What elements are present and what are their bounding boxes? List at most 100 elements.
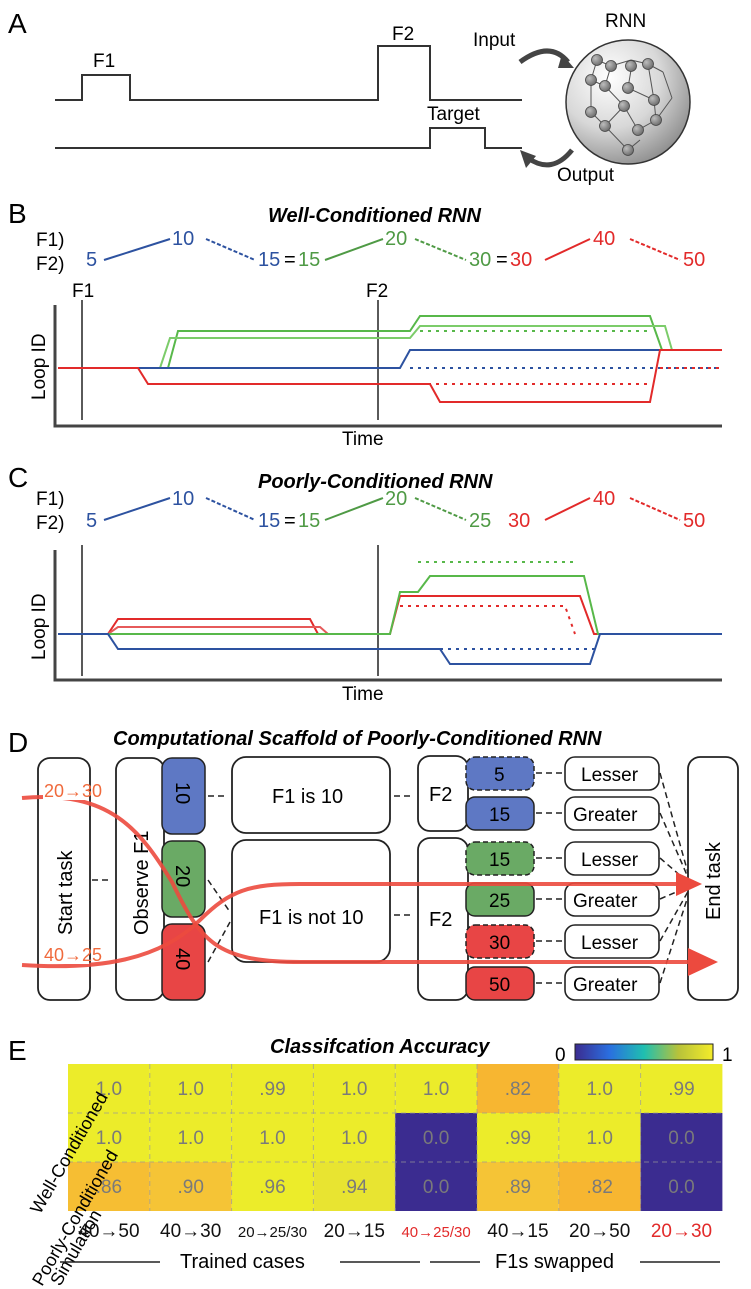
decision-greater-3-label: Greater (573, 975, 638, 996)
c-red-dotted (400, 605, 576, 635)
path-40-25-arrowhead-icon (676, 872, 702, 896)
heatmap-cell (477, 1064, 559, 1113)
column-label: 40→25/30 (401, 1224, 470, 1241)
heatmap-cell (149, 1162, 232, 1211)
f2-50-label: 50 (489, 975, 510, 996)
end-connectors (659, 772, 691, 984)
heatmap-cell (231, 1113, 314, 1162)
c-blue-link-2 (205, 497, 256, 521)
start-task-box (37, 757, 91, 1001)
decision-connectors (536, 772, 562, 984)
f2-bottom-label: F2 (429, 909, 452, 931)
b-traces (58, 315, 722, 403)
c-xlabel: Time (342, 684, 384, 705)
b-axes (53, 305, 722, 428)
heatmap-cell (395, 1064, 477, 1113)
f1-label: F1 (93, 51, 115, 72)
decision-lesser-1-label: Lesser (581, 765, 639, 786)
f2-25-label: 25 (489, 891, 510, 912)
f1-not10-connector (207, 879, 231, 963)
observe-f1-label: Observe F1 (131, 831, 153, 935)
f1-20-label: 20 (171, 865, 193, 887)
f1-10-label: 10 (171, 782, 193, 804)
f1-20-box (161, 840, 206, 918)
heatmap-cell-value: 0.0 (423, 1177, 449, 1198)
c-f1-row-label: F1) (36, 489, 65, 510)
output-label: Output (557, 165, 615, 186)
b-xlabel: Time (342, 429, 384, 450)
heatmap-cell (149, 1113, 232, 1162)
decision-lesser-3-label: Lesser (581, 933, 639, 954)
b-f1-marker: F1 (72, 281, 94, 302)
c-green-link-1 (324, 497, 384, 521)
c-val-15-green: 15 (298, 510, 320, 532)
c-val-30: 30 (508, 510, 530, 532)
b-val-30-green: 30 (469, 249, 491, 271)
heatmap-cell (640, 1162, 723, 1211)
panel-a-letter: A (8, 8, 27, 39)
b-val-20: 20 (385, 228, 407, 250)
c-blue-link-1 (103, 497, 171, 521)
path-20-30-label: 20→30 (44, 781, 102, 801)
end-task-label: End task (703, 841, 725, 920)
heatmap-cell-value: 0.0 (668, 1177, 694, 1198)
panel-c: C Poorly-Conditioned RNN F1) F2) 5 10 15… (8, 462, 722, 705)
heatmap-cell-value: .82 (505, 1079, 531, 1100)
green-link-2 (414, 238, 467, 261)
heatmap-cell-value: 1.0 (96, 1128, 122, 1149)
c-red-link-2 (629, 497, 681, 521)
colorbar-min: 0 (555, 1045, 566, 1066)
panel-d-letter: D (8, 727, 28, 758)
f1-10-box (161, 757, 206, 835)
heatmap-cell-value: 1.0 (341, 1128, 367, 1149)
heatmap-cell-value: .99 (505, 1128, 531, 1149)
heatmap-cell (558, 1064, 641, 1113)
input-label: Input (473, 30, 516, 51)
heatmap-cell-value: 1.0 (586, 1128, 612, 1149)
heatmap-cell-value: .89 (505, 1177, 531, 1198)
decision-greater-1-label: Greater (573, 805, 638, 826)
column-label: 20→50 (569, 1221, 630, 1242)
heatmap-cell-value: .82 (586, 1177, 612, 1198)
rnn-nodes (585, 54, 662, 156)
b-val-15-green: 15 (298, 249, 320, 271)
panel-b: B Well-Conditioned RNN F1) F2) 5 10 15 =… (8, 198, 722, 450)
c-val-10: 10 (172, 488, 194, 510)
heatmap-cell-value: 0.0 (423, 1128, 449, 1149)
heatmap-cell-value: 1.0 (586, 1079, 612, 1100)
column-label: 40→15 (487, 1221, 548, 1242)
heatmap-cell-value: 1.0 (259, 1128, 285, 1149)
panel-b-title: Well-Conditioned RNN (268, 205, 481, 227)
f1-is-10-box (231, 756, 391, 834)
b-val-40: 40 (593, 228, 615, 250)
heatmap-cell-value: 1.0 (177, 1079, 203, 1100)
c-green-link-2 (414, 497, 467, 521)
f2-label: F2 (392, 24, 414, 45)
b-val-50: 50 (683, 249, 705, 271)
f2-15-label-blue: 15 (489, 805, 510, 826)
b-red-trace (58, 349, 722, 403)
b-eq-2: = (496, 249, 508, 271)
f2-30-label: 30 (489, 933, 510, 954)
heatmap-cell (68, 1064, 150, 1113)
c-red-link-1 (544, 497, 591, 521)
decision-lesser-1 (564, 756, 660, 791)
path-20-30 (21, 795, 688, 964)
red-link-2 (629, 238, 681, 261)
output-arrowhead-icon (520, 150, 536, 168)
heatmap-cell (477, 1113, 559, 1162)
b-f2-marker: F2 (366, 281, 388, 302)
heatmap-column-labels: 40→50 40→30 20→25/30 20→15 40→25/30 40→15 20→5… (78, 1221, 712, 1242)
heatmap-cell (395, 1113, 477, 1162)
f1-not-10-box (231, 839, 391, 963)
c-axes (53, 550, 722, 682)
c-red-trace-2 (100, 626, 329, 635)
heatmap-cell-value: 1.0 (423, 1079, 449, 1100)
panel-c-title: Poorly-Conditioned RNN (258, 471, 493, 493)
heatmap-cell (231, 1162, 314, 1211)
heatmap: 1.0 1.0 .99 1.0 1.0 .82 1.0 .99 1.0 1.0 1.0 1.0 0.0.… (68, 1064, 723, 1211)
panel-c-letter: C (8, 462, 28, 493)
group1-label: Trained cases (180, 1251, 305, 1273)
c-f2-row-label: F2) (36, 513, 65, 534)
